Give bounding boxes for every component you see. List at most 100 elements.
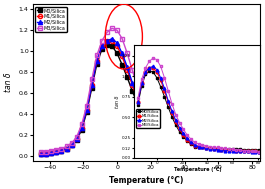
M0/Silica <box>55 151 58 153</box>
M0/Silica <box>196 143 200 146</box>
M2/Silica <box>202 144 205 146</box>
M3/Silica <box>55 149 58 151</box>
M3/Silica <box>60 147 63 150</box>
M0/Silica <box>191 142 195 144</box>
M3/Silica <box>181 139 184 141</box>
M1/Silica <box>212 144 215 146</box>
M1/Silica <box>90 84 93 86</box>
M1/Silica <box>247 146 250 149</box>
M3/Silica <box>146 110 149 112</box>
M3/Silica <box>80 123 83 126</box>
M0/Silica <box>131 90 134 92</box>
M2/Silica <box>217 145 220 148</box>
M2/Silica <box>196 144 200 146</box>
M3/Silica <box>186 140 189 142</box>
M1/Silica <box>121 55 124 58</box>
M1/Silica <box>136 97 139 99</box>
M0/Silica <box>181 142 184 144</box>
M3/Silica <box>252 147 255 150</box>
M0/Silica <box>232 144 235 146</box>
M0/Silica <box>70 144 73 146</box>
M0/Silica <box>85 111 88 113</box>
M2/Silica <box>237 146 240 149</box>
M0/Silica <box>95 63 99 65</box>
M0/Silica <box>111 45 114 47</box>
M2/Silica <box>55 151 58 153</box>
M3/Silica <box>222 144 225 146</box>
M2/Silica <box>151 123 154 126</box>
M1/Silica <box>50 152 53 154</box>
M2/Silica <box>50 152 53 154</box>
M1/Silica <box>252 147 255 150</box>
M0/Silica <box>121 64 124 66</box>
M3/Silica <box>85 105 88 107</box>
X-axis label: Temperature (°C): Temperature (°C) <box>109 176 184 185</box>
M0/Silica <box>217 143 220 146</box>
M0/Silica <box>50 152 53 154</box>
M2/Silica <box>191 143 195 146</box>
M0/Silica <box>126 76 129 79</box>
M2/Silica <box>242 147 245 150</box>
M0/Silica <box>156 133 159 135</box>
M0/Silica <box>90 87 93 89</box>
M2/Silica <box>45 153 48 155</box>
M1/Silica <box>171 140 174 142</box>
M3/Silica <box>227 144 230 146</box>
M0/Silica <box>237 144 240 146</box>
M3/Silica <box>207 142 210 144</box>
M3/Silica <box>232 145 235 148</box>
M0/Silica <box>75 139 78 141</box>
M2/Silica <box>222 146 225 149</box>
M1/Silica <box>65 147 68 150</box>
Line: M2/Silica: M2/Silica <box>39 37 256 156</box>
M1/Silica <box>196 143 200 146</box>
M2/Silica <box>60 149 63 152</box>
M3/Silica <box>65 145 68 148</box>
M1/Silica <box>45 153 48 155</box>
M0/Silica <box>207 143 210 146</box>
M2/Silica <box>141 107 144 109</box>
M2/Silica <box>161 135 164 137</box>
M2/Silica <box>156 130 159 132</box>
M1/Silica <box>227 145 230 148</box>
M2/Silica <box>39 153 43 155</box>
M0/Silica <box>116 52 119 54</box>
M2/Silica <box>65 147 68 150</box>
M2/Silica <box>85 109 88 111</box>
M0/Silica <box>105 44 109 46</box>
M1/Silica <box>126 69 129 71</box>
M0/Silica <box>100 48 104 50</box>
M1/Silica <box>217 144 220 146</box>
M3/Silica <box>105 31 109 34</box>
M3/Silica <box>212 143 215 146</box>
M0/Silica <box>252 144 255 146</box>
M2/Silica <box>171 140 174 142</box>
M3/Silica <box>176 138 179 140</box>
Line: M0/Silica: M0/Silica <box>39 43 256 156</box>
M2/Silica <box>207 145 210 148</box>
Line: M1/Silica: M1/Silica <box>39 39 256 156</box>
M2/Silica <box>75 138 78 140</box>
M2/Silica <box>95 60 99 62</box>
M2/Silica <box>181 142 184 144</box>
M0/Silica <box>60 149 63 152</box>
M1/Silica <box>186 142 189 144</box>
M0/Silica <box>141 113 144 115</box>
M3/Silica <box>45 151 48 153</box>
M1/Silica <box>161 136 164 138</box>
M3/Silica <box>247 146 250 149</box>
Legend: M0/Silica, M1/Silica, M2/Silica, M3/Silica: M0/Silica, M1/Silica, M2/Silica, M3/Sili… <box>35 7 67 32</box>
M1/Silica <box>85 109 88 111</box>
M1/Silica <box>39 153 43 155</box>
M1/Silica <box>116 45 119 47</box>
M0/Silica <box>171 141 174 143</box>
M0/Silica <box>161 137 164 139</box>
M0/Silica <box>186 142 189 144</box>
M0/Silica <box>65 147 68 150</box>
M3/Silica <box>151 118 154 120</box>
M0/Silica <box>151 128 154 130</box>
M1/Silica <box>242 146 245 149</box>
M2/Silica <box>90 84 93 86</box>
M0/Silica <box>212 143 215 146</box>
M1/Silica <box>55 151 58 153</box>
